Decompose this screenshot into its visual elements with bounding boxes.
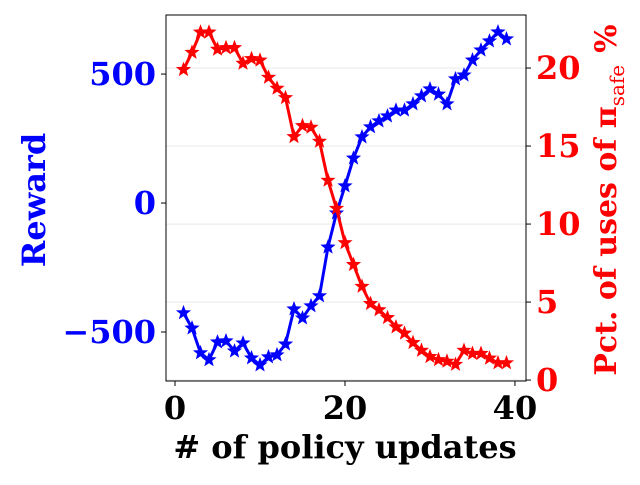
- star-marker: [379, 309, 396, 325]
- star-marker: [294, 310, 311, 325]
- star-marker: [328, 200, 345, 215]
- star-marker: [218, 333, 234, 348]
- star-marker: [235, 335, 251, 350]
- star-marker: [184, 320, 200, 335]
- star-marker: [226, 343, 243, 358]
- star-marker: [243, 50, 260, 66]
- x-tick-label: 0: [164, 389, 186, 427]
- star-marker: [337, 234, 353, 250]
- star-marker: [456, 67, 472, 82]
- star-marker: [201, 24, 217, 39]
- y2-tick-label: 0: [536, 361, 558, 399]
- star-marker: [396, 325, 413, 340]
- star-marker: [439, 96, 455, 111]
- star-marker: [481, 33, 498, 48]
- y2-label-main: Pct. of uses of π: [589, 106, 624, 375]
- star-marker: [354, 278, 370, 293]
- y2-tick-label: 15: [536, 127, 581, 165]
- star-marker: [405, 96, 421, 111]
- star-marker: [175, 61, 192, 77]
- star-marker: [260, 349, 277, 364]
- star-marker: [371, 301, 387, 317]
- star-marker: [413, 88, 430, 103]
- star-marker: [371, 113, 387, 128]
- star-marker: [286, 301, 302, 316]
- star-marker: [405, 334, 421, 350]
- star-marker: [192, 24, 209, 39]
- x-axis-label: # of policy updates: [173, 428, 516, 466]
- star-marker: [345, 256, 362, 272]
- star-marker: [498, 31, 515, 46]
- star-marker: [286, 128, 302, 144]
- y-tick-label: −500: [62, 313, 156, 351]
- star-marker: [235, 55, 251, 70]
- star-marker: [243, 350, 260, 365]
- star-marker: [252, 357, 268, 372]
- star-marker: [430, 351, 447, 367]
- star-marker: [192, 344, 209, 360]
- star-marker: [413, 342, 430, 357]
- star-marker: [175, 304, 192, 320]
- y2-label-suffix: %: [589, 24, 624, 53]
- star-marker: [439, 353, 455, 368]
- y-tick-label: 500: [89, 55, 156, 93]
- star-marker: [388, 102, 404, 117]
- star-marker: [320, 239, 336, 254]
- star-marker: [490, 24, 506, 39]
- star-marker: [269, 346, 285, 362]
- y2-tick-label: 20: [536, 49, 581, 87]
- star-marker: [354, 129, 370, 144]
- y2-tick-label: 5: [536, 283, 558, 321]
- y2-tick-label: 10: [536, 205, 581, 243]
- x-tick-label: 20: [323, 389, 368, 427]
- star-marker: [311, 287, 328, 303]
- star-marker: [481, 350, 498, 365]
- star-marker: [362, 295, 379, 311]
- y-tick-label: 0: [134, 184, 156, 222]
- star-marker: [447, 356, 464, 371]
- plot-frame: [165, 14, 527, 382]
- x-tick-label: 40: [493, 389, 538, 427]
- star-marker: [473, 345, 489, 360]
- star-marker: [447, 71, 464, 86]
- star-marker: [277, 336, 294, 351]
- star-marker: [269, 80, 285, 95]
- star-marker: [320, 172, 336, 187]
- star-marker: [209, 41, 226, 56]
- star-marker: [490, 354, 506, 370]
- y-axis-label: Reward: [15, 133, 53, 267]
- y2-axis-label: Pct. of uses of πsafe%: [589, 24, 629, 375]
- star-marker: [379, 108, 396, 123]
- star-marker: [430, 86, 447, 101]
- star-marker: [303, 119, 319, 134]
- star-marker: [303, 297, 319, 313]
- star-marker: [362, 118, 379, 134]
- star-marker: [464, 345, 481, 360]
- star-marker: [337, 178, 353, 193]
- star-marker: [201, 351, 217, 367]
- star-marker: [184, 44, 200, 59]
- star-marker: [498, 354, 515, 370]
- star-marker: [209, 334, 226, 349]
- star-marker: [218, 39, 234, 55]
- star-marker: [456, 342, 472, 357]
- star-marker: [311, 133, 328, 148]
- star-marker: [422, 348, 438, 364]
- star-marker: [388, 319, 404, 334]
- star-marker: [345, 150, 362, 165]
- y2-label-sub: safe: [605, 65, 629, 106]
- star-marker: [396, 102, 413, 117]
- star-marker: [277, 89, 294, 105]
- star-marker: [422, 81, 438, 96]
- star-marker: [252, 52, 268, 67]
- star-marker: [473, 42, 489, 57]
- star-marker: [260, 69, 277, 84]
- star-marker: [226, 39, 243, 55]
- star-marker: [294, 117, 311, 133]
- star-marker: [464, 52, 481, 67]
